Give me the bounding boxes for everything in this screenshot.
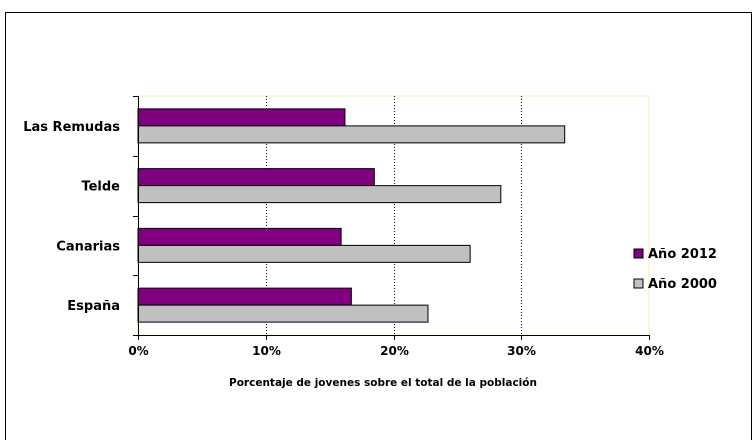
x-tick-label: 30%: [507, 344, 536, 358]
axes: [133, 96, 650, 340]
bars: [137, 108, 566, 323]
x-axis-title: Porcentaje de jovenes sobre el total de …: [229, 377, 537, 389]
bar: [137, 185, 502, 204]
bar: [137, 125, 566, 144]
bar: [137, 304, 429, 323]
legend-label: Año 2000: [648, 277, 717, 292]
category-label: Telde: [81, 180, 120, 195]
category-label: España: [67, 299, 120, 314]
tick-labels: 0% 10% 20% 30% 40%: [128, 344, 664, 358]
legend[interactable]: Año 2012 Año 2000: [633, 247, 717, 292]
bar: [137, 244, 471, 263]
legend-label: Año 2012: [648, 247, 717, 262]
x-tick-label: 20%: [380, 344, 409, 358]
category-labels: Las Remudas Telde Canarias España: [23, 120, 120, 314]
category-label: Las Remudas: [23, 120, 120, 135]
x-tick-label: 10%: [252, 344, 281, 358]
legend-swatch: [633, 278, 644, 289]
x-tick-label: 40%: [635, 344, 664, 358]
bar: [137, 287, 352, 306]
bar: [137, 108, 346, 127]
legend-swatch: [633, 248, 644, 259]
x-tick-label: 0%: [128, 344, 148, 358]
bar: [137, 227, 342, 246]
category-label: Canarias: [56, 239, 120, 254]
bar: [137, 168, 375, 187]
